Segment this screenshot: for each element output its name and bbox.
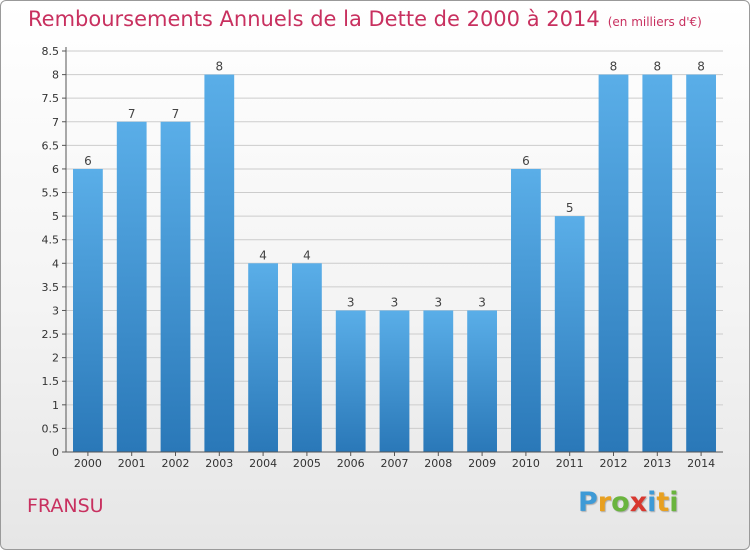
x-tick-label: 2000 [74, 457, 102, 470]
logo-letter: i [669, 487, 679, 518]
y-tick-label: 5.5 [42, 187, 60, 200]
bar [379, 310, 410, 452]
bar-value-label: 6 [522, 154, 530, 168]
y-tick-label: 8 [52, 69, 59, 82]
bar-value-label: 8 [610, 60, 618, 74]
x-tick-label: 2013 [643, 457, 671, 470]
y-axis-ticks: 0 0.5 1 1.5 2 2.5 3 3.5 4 4.5 5 5.5 6 6.5 7 7.5 8 8.5 [42, 45, 66, 459]
bars [73, 74, 716, 453]
x-tick-label: 2011 [556, 457, 584, 470]
bar-value-label: 7 [172, 107, 180, 121]
chart-title-main: Remboursements Annuels de la Dette de 20… [28, 7, 600, 31]
y-tick-label: 7 [52, 116, 59, 129]
x-tick-label: 2014 [687, 457, 715, 470]
x-tick-label: 2005 [293, 457, 321, 470]
bar [686, 74, 716, 453]
bar [467, 310, 497, 452]
bar [423, 310, 454, 452]
bar-value-label: 8 [697, 60, 705, 74]
bar-value-label: 8 [215, 60, 223, 74]
y-tick-label: 5 [52, 210, 59, 223]
y-tick-label: 3.5 [42, 281, 60, 294]
bar-value-label: 3 [391, 295, 399, 309]
bar-value-label: 3 [478, 295, 486, 309]
logo-letter: r [597, 487, 612, 518]
bar [511, 168, 541, 453]
bar-value-label: 3 [434, 295, 442, 309]
bar-value-label: 4 [259, 248, 267, 262]
y-tick-label: 3 [52, 304, 59, 317]
y-tick-label: 4 [52, 257, 59, 270]
y-tick-label: 7.5 [42, 92, 60, 105]
bar-value-label: 5 [566, 201, 574, 215]
y-tick-label: 2.5 [42, 328, 60, 341]
logo-letter: o [611, 487, 630, 518]
x-tick-label: 2001 [118, 457, 146, 470]
bar [598, 74, 629, 453]
x-tick-label: 2008 [424, 457, 452, 470]
y-tick-label: 4.5 [42, 234, 60, 247]
commune-name: FRANSU [27, 495, 104, 517]
y-tick-label: 1.5 [42, 375, 60, 388]
bar-value-label: 4 [303, 248, 311, 262]
y-tick-label: 8.5 [42, 45, 60, 58]
x-tick-label: 2004 [249, 457, 277, 470]
bar [292, 263, 322, 452]
bar-chart: 0 0.5 1 1.5 2 2.5 3 3.5 4 4.5 5 5.5 6 6.5 7 7.5 8 8.5 6 7 7… [42, 45, 723, 470]
y-tick-label: 2 [52, 352, 59, 365]
bar [204, 74, 235, 453]
x-axis-ticks: 2000 2001 2002 2003 2004 2005 2006 2007 2008 2009… [74, 452, 715, 470]
bar [116, 121, 147, 452]
bar [554, 216, 585, 452]
bar [73, 168, 103, 453]
x-tick-label: 2006 [337, 457, 365, 470]
logo-letter: t [656, 487, 670, 518]
chart-title: Remboursements Annuels de la Dette de 20… [28, 7, 702, 31]
chart-title-unit: (en milliers d'€) [607, 15, 702, 29]
x-tick-label: 2003 [205, 457, 233, 470]
bar [335, 310, 366, 452]
bar-value-label: 6 [84, 154, 92, 168]
logo-letter: P [578, 487, 598, 518]
logo-letter: i [647, 487, 657, 518]
bar-value-label: 7 [128, 107, 136, 121]
axes [65, 47, 723, 453]
bar [160, 121, 191, 452]
bar [248, 263, 278, 452]
x-tick-label: 2002 [162, 457, 190, 470]
bar-value-label: 3 [347, 295, 355, 309]
bar [642, 74, 673, 453]
y-tick-label: 0 [52, 446, 59, 459]
y-tick-label: 0.5 [42, 422, 60, 435]
x-tick-label: 2007 [381, 457, 409, 470]
y-tick-label: 1 [52, 399, 59, 412]
y-tick-label: 6 [52, 163, 59, 176]
x-tick-label: 2010 [512, 457, 540, 470]
x-tick-label: 2009 [468, 457, 496, 470]
proxiti-logo: Proxiti [578, 487, 679, 518]
bar-value-label: 8 [653, 60, 661, 74]
logo-letter: x [629, 487, 648, 518]
data-labels: 6 7 7 8 4 4 3 3 3 3 6 5 8 8 8 [84, 60, 705, 310]
y-tick-label: 6.5 [42, 139, 60, 152]
x-tick-label: 2012 [600, 457, 628, 470]
